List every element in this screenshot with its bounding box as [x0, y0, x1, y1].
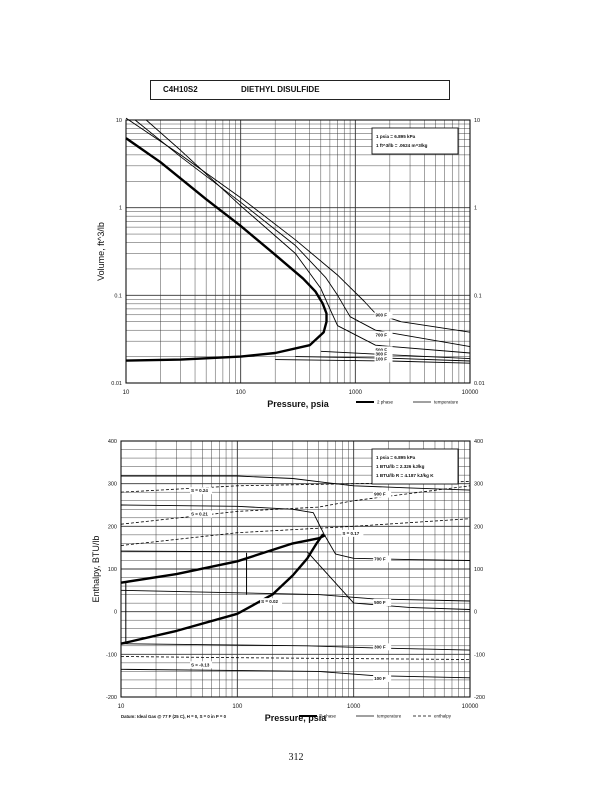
chart1-isotherm-label-bg — [374, 311, 393, 319]
chart2-entropy-label: S = 0.21 — [191, 512, 208, 517]
chart2-y-tick-label-right: 100 — [474, 567, 483, 573]
chart2-x-tick-label: 10000 — [462, 704, 479, 710]
chart1-y-tick-label-right: 10 — [474, 118, 480, 124]
chart2-plot-frame — [120, 440, 471, 698]
chart1-two-phase-curve — [125, 137, 328, 362]
chart2-entropy-label-bg — [190, 661, 213, 669]
chart2-entropy-line-1 — [120, 485, 471, 525]
chart2-x-tick-label: 1000 — [347, 704, 361, 710]
chart2-entropy-label-bg — [190, 487, 213, 495]
chart2-conversion-text: 1 psia = 6.895 kPa — [376, 455, 416, 460]
chart2-legend-label-0: 2 phase — [320, 714, 337, 719]
chart2-isotherm-label-bg — [373, 674, 392, 682]
chart1-isotherm-label-bg — [374, 355, 393, 363]
chart2-isotherm-label: 100 F — [374, 676, 386, 681]
chart2-isotherm-label: 900 F — [374, 492, 386, 497]
chart1-legend-label-0: 2 phase — [377, 400, 394, 405]
chart1-y-tick-label-right: 0.01 — [474, 381, 485, 387]
chart2-entropy-label-bg — [190, 510, 213, 518]
chart-title-box: C4H10S2 DIETHYL DISULFIDE — [150, 80, 450, 100]
chart1-legend-label-1: temperature — [434, 400, 459, 405]
chart2-isotherm-line-6 — [120, 668, 471, 679]
chart2-x-tick-label: 100 — [232, 704, 243, 710]
chart1-isotherm-label-bg — [374, 350, 393, 358]
chart1-isotherm-line-2 — [134, 119, 471, 348]
chart2-x-tick-label: 10 — [118, 704, 125, 710]
chart2-isotherm-line-3 — [120, 550, 471, 610]
chart2-conversion-box — [371, 448, 459, 485]
chart1-isotherm-label: 300 F — [376, 352, 388, 357]
chart2-y-tick-label: 200 — [108, 524, 117, 530]
chart1-y-tick-label-right: 0.1 — [474, 293, 482, 299]
chart2-entropy-label: S = 0.17 — [342, 531, 359, 536]
chart2-isotherm-line-1 — [121, 475, 471, 491]
chart2-conversion-text: 1 BTU/lb R = 4.187 kJ/kg K — [376, 473, 434, 478]
chart1-x-tick-label: 100 — [236, 390, 247, 396]
compound-name: DIETHYL DISULFIDE — [241, 85, 320, 94]
chart1-isotherm-line-3 — [145, 119, 471, 354]
chart2-y-tick-label: 0 — [114, 610, 117, 616]
chart1-conversion-text: 1 psia = 6.895 kPa — [376, 134, 416, 139]
chart2-y-axis-label: Enthalpy, BTU/lb — [91, 536, 101, 603]
chart2-isotherm-line-5 — [120, 643, 471, 651]
chart2-y-tick-label: 100 — [108, 567, 117, 573]
chart1-isotherm-label-bg — [374, 331, 393, 339]
chart1-isotherm-label: 100 F — [376, 357, 388, 362]
chart1-x-axis-label: Pressure, psia — [267, 399, 330, 409]
page-number: 312 — [288, 752, 304, 763]
chart2-isotherm-label: 500 F — [374, 600, 386, 605]
chart2-isotherm-label-bg — [373, 598, 392, 606]
chart2-y-tick-label-right: 400 — [474, 439, 483, 445]
chart1-y-tick-label: 0.01 — [111, 381, 122, 387]
chart2-isotherm-line-4 — [120, 589, 471, 602]
chart2-entropy-label: S = 0.02 — [261, 599, 278, 604]
chart2-y-tick-label: 300 — [108, 482, 117, 488]
chart2-conversion-text: 1 BTU/lb = 2.326 kJ/kg — [376, 464, 425, 469]
chart1-x-tick-label: 10000 — [462, 390, 479, 396]
chart2-y-tick-label-right: -100 — [474, 652, 485, 658]
chart1-conversion-text: 1 ft^3/lb = .0624 m^3/kg — [376, 143, 428, 148]
chart2-isotherm-label-bg — [373, 643, 392, 651]
chart1-y-tick-label: 1 — [119, 206, 122, 212]
chart1-plot-frame — [125, 119, 471, 384]
chart2-entropy-line-3 — [120, 656, 471, 660]
chart2-y-tick-label: -200 — [106, 695, 117, 701]
chart2-legend-label-1: temperature — [377, 714, 402, 719]
chart1-isotherm-label-bg — [374, 346, 393, 354]
chart2-isotherm-label-bg — [373, 555, 392, 563]
chart2-y-tick-label-right: -200 — [474, 695, 485, 701]
chart1-y-tick-label: 10 — [116, 118, 122, 124]
chart2-entropy-label-bg — [341, 529, 364, 537]
chart2-y-tick-label: 400 — [108, 439, 117, 445]
chart2-entropy-label: S = 0.24 — [191, 488, 208, 493]
chart1-x-tick-label: 10 — [123, 390, 130, 396]
chart2-entropy-line-2 — [120, 518, 471, 546]
chart2-legend-label-2: enthalpy — [434, 714, 452, 719]
chart2-y-tick-label: -100 — [106, 652, 117, 658]
chart1-x-tick-label: 1000 — [349, 390, 363, 396]
chart1-isotherm-label: 500 F — [376, 347, 388, 352]
chart1-y-tick-label: 0.1 — [114, 293, 122, 299]
chart1-y-tick-label-right: 1 — [474, 206, 477, 212]
chart2-entropy-label: S = -0.13 — [191, 662, 210, 667]
chart1-isotherm-label: 900 F — [376, 313, 388, 318]
chart1-isotherm-label: 700 F — [376, 332, 388, 337]
chart2-y-tick-label-right: 200 — [474, 524, 483, 530]
chart1-y-axis-label: Volume, ft^3/lb — [96, 222, 106, 281]
chart2-y-tick-label-right: 300 — [474, 482, 483, 488]
chart1-conversion-box — [371, 127, 459, 155]
chart2-isotherm-label-bg — [373, 490, 392, 498]
chart2-entropy-label-bg — [260, 598, 283, 606]
chart2-x-axis-label: Pressure, psia — [265, 713, 328, 723]
chart2-y-tick-label-right: 0 — [474, 610, 477, 616]
chart2-isotherm-label: 700 F — [374, 556, 386, 561]
chemical-formula: C4H10S2 — [163, 85, 198, 94]
chart2-isotherm-label: 300 F — [374, 644, 386, 649]
chart2-datum-footnote: Datum: Ideal Gas @ 77 F (25 C), H = 0, S… — [121, 714, 227, 719]
